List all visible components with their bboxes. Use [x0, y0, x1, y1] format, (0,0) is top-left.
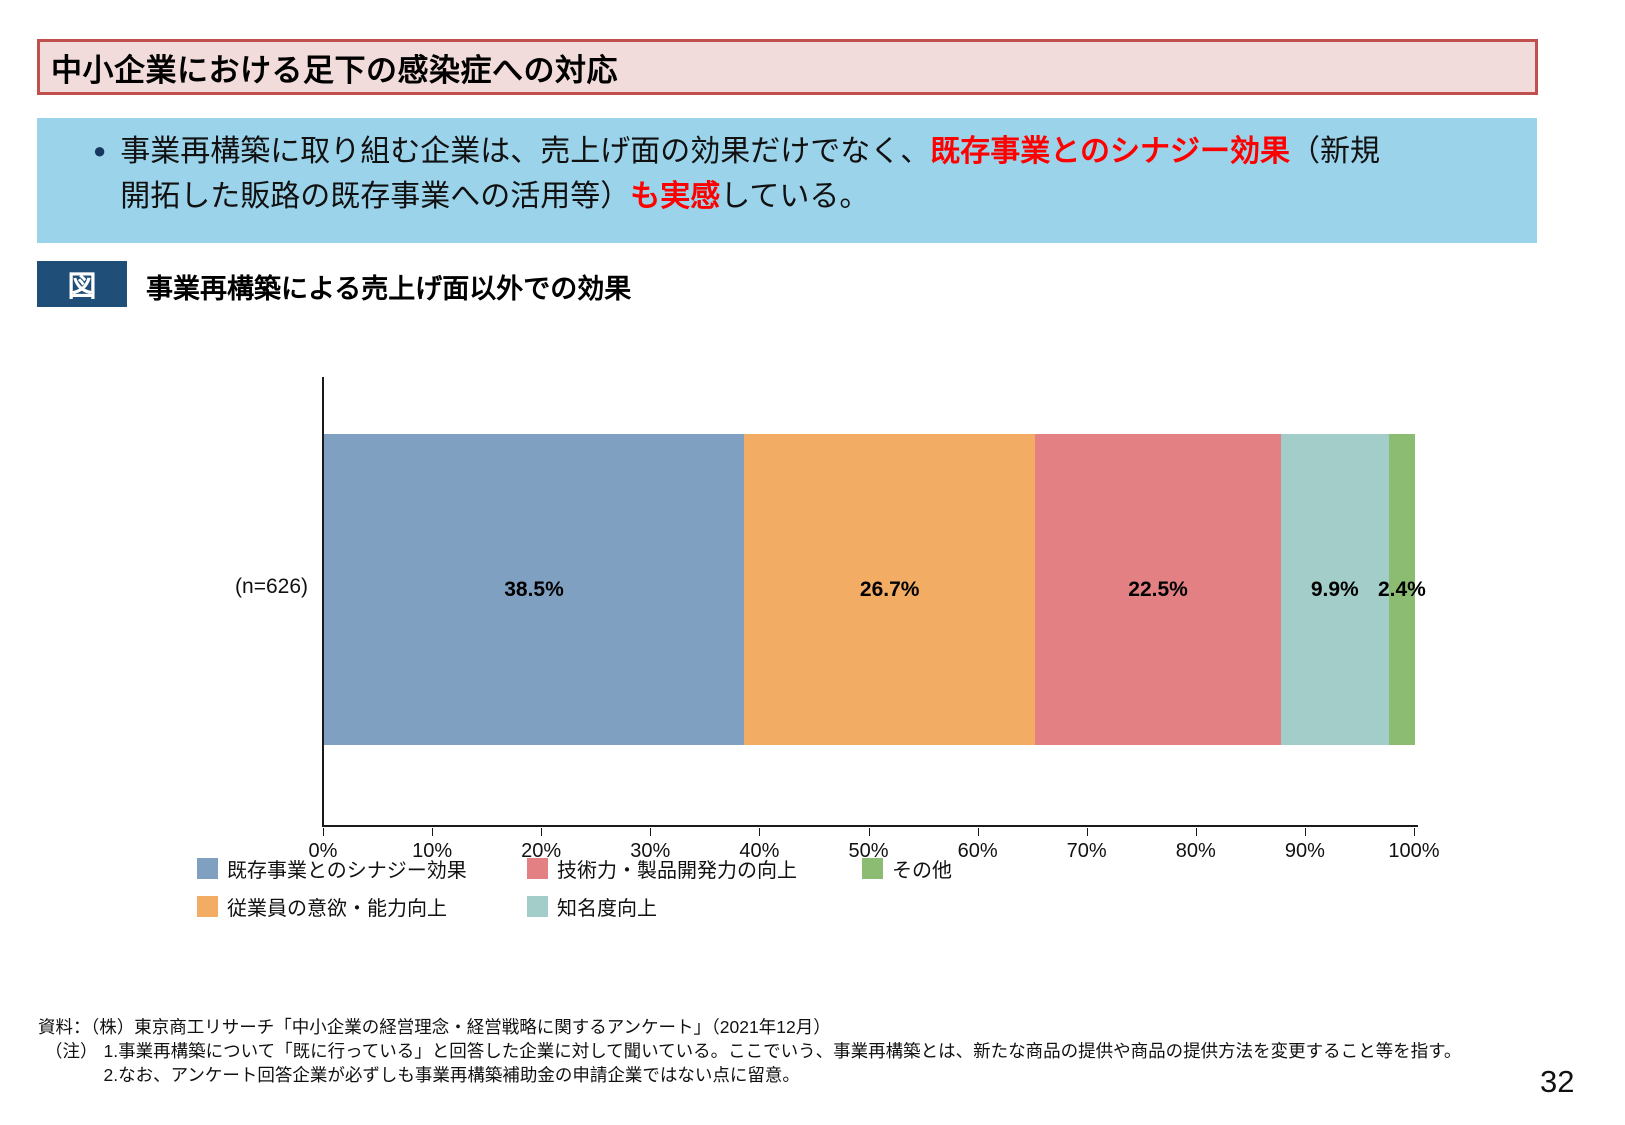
bar-segment-value: 26.7% [859, 577, 920, 601]
summary-seg: 事業再構築に取り組む企業は、売上げ面の効果だけでなく、 [120, 135, 931, 168]
legend-item: その他 [862, 856, 952, 882]
legend-swatch [527, 895, 548, 917]
stacked-bar: 38.5% 26.7% 22.5% 9.9% 2.4% [324, 434, 1426, 745]
legend-swatch [197, 857, 218, 879]
page-title-bar: 中小企業における足下の感染症への対応 [37, 39, 1538, 95]
summary-seg: 開拓した販路の既存事業への活用等） [120, 180, 631, 213]
x-axis-tick [650, 828, 652, 836]
page-number: 32 [1540, 1064, 1575, 1099]
summary-seg-highlight: 既存事業とのシナジー効果 [930, 135, 1290, 168]
summary-box: ● 事業再構築に取り組む企業は、売上げ面の効果だけでなく、既存事業とのシナジー効… [37, 118, 1537, 243]
x-axis-tick-label: 30% [630, 840, 671, 862]
note-lines: 1.事業再構築について「既に行っている」と回答した企業に対して聞いている。ここで… [104, 1040, 1462, 1087]
x-axis-tick-label: 0% [308, 840, 338, 862]
legend-label: 既存事業とのシナジー効果 [227, 859, 467, 882]
bar-segment-value: 9.9% [1310, 577, 1359, 601]
x-axis-tick [1195, 828, 1197, 836]
x-axis-line [322, 825, 1418, 827]
legend-swatch [527, 857, 548, 879]
x-axis-tick-label: 50% [848, 840, 889, 862]
summary-seg-highlight: も実感 [630, 180, 721, 213]
page-title: 中小企業における足下の感染症への対応 [51, 52, 618, 88]
bar-segment-5: 2.4% [1378, 434, 1426, 745]
legend-label: 知名度向上 [557, 897, 657, 920]
x-axis-tick-label: 10% [412, 840, 453, 862]
x-axis-tick-label: 80% [1175, 840, 1216, 862]
note-1: 1.事業再構築について「既に行っている」と回答した企業に対して聞いている。ここで… [103, 1041, 1462, 1061]
legend-item: 既存事業とのシナジー効果 [197, 856, 527, 882]
bar-segment-3: 22.5% [1035, 434, 1281, 745]
x-axis-tick-label: 40% [739, 840, 780, 862]
source-line: 資料：（株）東京商工リサーチ「中小企業の経営理念・経営戦略に関するアンケート」（… [38, 1017, 831, 1037]
legend-item: 技術力・製品開発力の向上 [527, 856, 862, 882]
bar-segment-value: 22.5% [1128, 577, 1188, 601]
x-axis-tick-label: 70% [1066, 840, 1107, 862]
notes: （注） 1.事業再構築について「既に行っている」と回答した企業に対して聞いている… [45, 1040, 1461, 1087]
legend-swatch [197, 895, 218, 917]
bar-segment-value: 38.5% [504, 577, 564, 601]
x-axis-tick-label: 90% [1284, 840, 1325, 862]
x-axis-tick-label: 60% [957, 840, 998, 862]
legend-label: 技術力・製品開発力の向上 [557, 859, 797, 882]
bar-segment-value: 2.4% [1377, 577, 1426, 601]
legend-label: 従業員の意欲・能力向上 [227, 897, 447, 920]
bar-segment-1: 38.5% [324, 434, 745, 745]
x-axis-tick [1304, 828, 1306, 836]
x-axis-tick [432, 828, 434, 836]
x-axis-tick [541, 828, 543, 836]
bullet-icon: ● [93, 138, 107, 163]
figure-title: 事業再構築による売上げ面以外での効果 [146, 274, 632, 304]
chart-legend: 既存事業とのシナジー効果 従業員の意欲・能力向上 技術力・製品開発力の向上 知名度向上… [197, 856, 952, 920]
x-axis-tick-label: 20% [521, 840, 562, 862]
x-axis-tick [759, 828, 761, 836]
x-axis-tick [977, 828, 979, 836]
legend-item: 従業員の意欲・能力向上 [197, 894, 527, 920]
x-axis-tick [868, 828, 870, 836]
y-axis-line [322, 377, 324, 827]
x-axis-tick-label: 100% [1388, 840, 1440, 862]
legend-item: 知名度向上 [527, 894, 862, 920]
x-axis-ticks: 0% 10% 20% 30% 40% 50% 60% 70% 80% 90% 100% [309, 827, 1440, 872]
summary-text: 事業再構築に取り組む企業は、売上げ面の効果だけでなく、既存事業とのシナジー効果（… [120, 129, 1380, 219]
bar-segment-4: 9.9% [1280, 434, 1389, 745]
x-axis-tick [323, 828, 324, 836]
summary-seg: している。 [720, 180, 870, 213]
x-axis-tick [1414, 828, 1415, 836]
note-2: 2.なお、アンケート回答企業が必ずしも事業再構築補助金の申請企業ではない点に留意… [103, 1064, 800, 1085]
legend-swatch [862, 857, 883, 879]
note-label: （注） [45, 1041, 98, 1061]
summary-seg: （新規 [1290, 135, 1380, 168]
legend-label: その他 [892, 859, 952, 882]
sample-size-label: (n=626) [235, 575, 308, 598]
bar-segment-2: 26.7% [744, 434, 1036, 745]
x-axis-tick [1086, 828, 1088, 836]
figure-badge: 図 [37, 261, 127, 307]
